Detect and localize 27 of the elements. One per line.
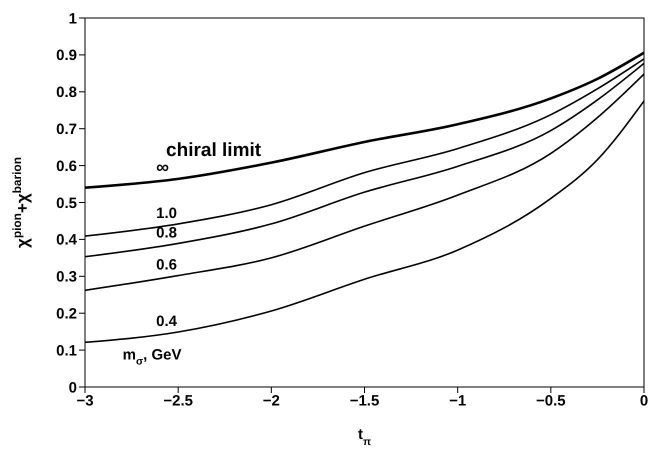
series-label: 0.8: [156, 224, 178, 242]
series-label: 0.4: [156, 313, 178, 330]
x-tick-label: −1.5: [350, 392, 380, 410]
y-tick-label: 0.8: [56, 84, 77, 102]
series-label: 1.0: [156, 204, 178, 222]
x-tick-label: −1: [449, 392, 466, 410]
x-tick-label: −3: [76, 392, 94, 410]
y-tick-label: 0.9: [56, 47, 77, 64]
y-tick-label: 0.2: [56, 306, 77, 323]
x-axis-title: t$_{π}$: [358, 426, 372, 448]
y-tick-label: 0: [68, 379, 77, 396]
y-tick-label: 0.7: [56, 121, 77, 138]
x-tick-label: −2.5: [163, 392, 193, 410]
line-series: [85, 73, 644, 292]
y-tick-label: 0.5: [56, 194, 77, 212]
series-label: 0.6: [156, 256, 178, 274]
annotation: m$_{σ}$, GeV: [122, 346, 182, 368]
x-tick-label: −2: [262, 392, 280, 410]
y-tick-label: 1: [68, 10, 77, 28]
y-tick-label: 0.6: [56, 158, 77, 175]
x-tick-label: 0: [640, 392, 648, 410]
x-tick-label: −0.5: [536, 392, 566, 410]
line-series: [85, 100, 644, 344]
y-tick-label: 0.3: [56, 268, 77, 286]
y-tick-label: 0.1: [56, 342, 77, 360]
line-series: [85, 51, 644, 190]
y-tick-label: 0.4: [56, 232, 78, 249]
